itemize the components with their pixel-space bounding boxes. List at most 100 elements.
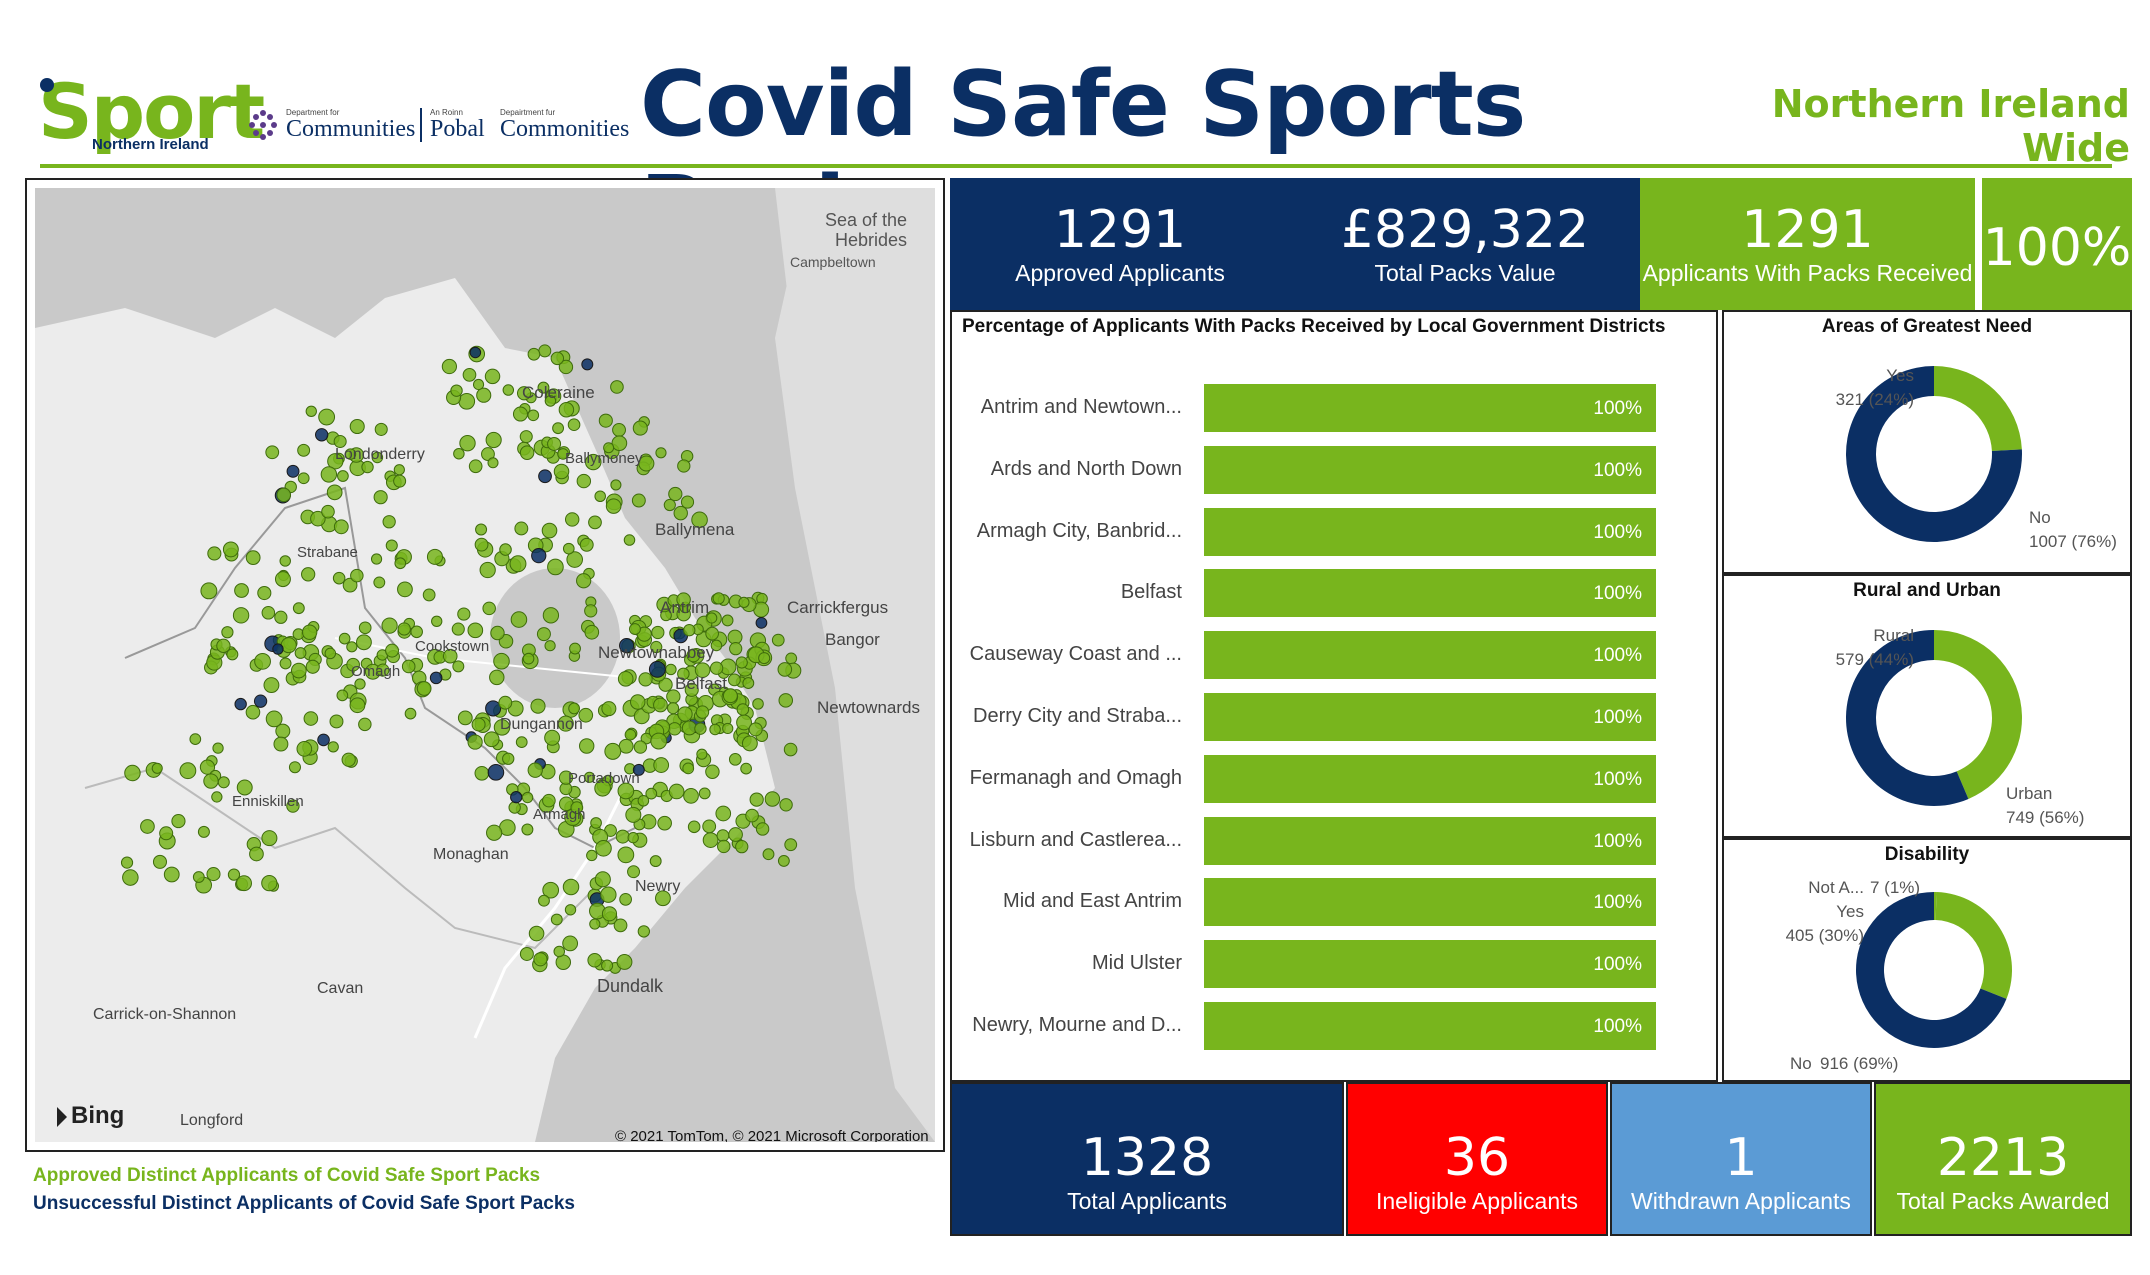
map-point-approved[interactable]: [356, 634, 372, 651]
map-point-approved[interactable]: [617, 782, 635, 800]
map-point-approved[interactable]: [254, 652, 271, 670]
map-point-approved[interactable]: [569, 642, 581, 655]
map-point-approved[interactable]: [487, 457, 499, 469]
map-point-approved[interactable]: [712, 592, 725, 605]
map-point-approved[interactable]: [600, 886, 617, 903]
map-point-approved[interactable]: [385, 539, 398, 552]
map-point-approved[interactable]: [151, 762, 163, 774]
map-point-approved[interactable]: [441, 358, 458, 375]
map-point-approved[interactable]: [471, 717, 486, 732]
map-point-approved[interactable]: [519, 445, 535, 460]
map-point-approved[interactable]: [493, 719, 511, 736]
map-point-approved[interactable]: [610, 479, 622, 491]
map-point-approved[interactable]: [633, 740, 648, 754]
map-point-approved[interactable]: [279, 555, 291, 567]
map-point-approved[interactable]: [475, 523, 488, 536]
map-point-approved[interactable]: [207, 546, 222, 561]
donut-slice-yes[interactable]: [1934, 366, 2022, 451]
map-point-approved[interactable]: [457, 710, 473, 726]
map-point-approved[interactable]: [479, 561, 496, 579]
map-visual[interactable]: Sea of the Hebrides Campbeltown Colerain…: [25, 178, 945, 1152]
map-point-unsuccessful[interactable]: [538, 469, 552, 484]
map-point-approved[interactable]: [555, 954, 572, 970]
map-point-approved[interactable]: [595, 839, 612, 857]
map-point-approved[interactable]: [245, 704, 261, 720]
bar[interactable]: [1204, 816, 1656, 865]
map-point-approved[interactable]: [232, 607, 250, 624]
map-point-approved[interactable]: [547, 558, 564, 576]
map-point-approved[interactable]: [698, 787, 711, 800]
map-point-approved[interactable]: [638, 672, 653, 687]
map-point-approved[interactable]: [627, 865, 641, 879]
donut-slice-urban[interactable]: [1846, 630, 1969, 806]
map-point-approved[interactable]: [710, 639, 723, 652]
map-point-approved[interactable]: [472, 378, 485, 391]
map-point-approved[interactable]: [206, 867, 221, 882]
map-point-approved[interactable]: [562, 878, 580, 896]
map-point-approved[interactable]: [694, 662, 711, 678]
map-point-approved[interactable]: [650, 732, 668, 750]
map-point-approved[interactable]: [735, 656, 748, 669]
map-point-approved[interactable]: [310, 510, 326, 527]
map-point-approved[interactable]: [457, 607, 471, 621]
map-point-approved[interactable]: [544, 640, 556, 652]
bar[interactable]: [1204, 507, 1656, 556]
map-point-approved[interactable]: [684, 682, 699, 697]
map-point-approved[interactable]: [613, 918, 628, 933]
map-point-approved[interactable]: [452, 660, 465, 673]
map-point-approved[interactable]: [594, 779, 611, 797]
map-point-approved[interactable]: [286, 799, 300, 813]
map-point-approved[interactable]: [584, 604, 598, 618]
map-point-approved[interactable]: [558, 770, 574, 785]
map-point-approved[interactable]: [552, 422, 565, 435]
donut-rural-urban[interactable]: [1724, 576, 2130, 836]
map-point-approved[interactable]: [764, 791, 781, 807]
map-point-approved[interactable]: [422, 588, 436, 602]
map-point-approved[interactable]: [450, 384, 463, 397]
map-point-approved[interactable]: [655, 447, 667, 459]
map-point-approved[interactable]: [249, 846, 264, 862]
map-point-approved[interactable]: [200, 582, 218, 600]
map-point-approved[interactable]: [236, 779, 253, 796]
map-point-approved[interactable]: [618, 738, 634, 754]
map-point-approved[interactable]: [468, 459, 483, 474]
map-point-approved[interactable]: [370, 553, 383, 565]
map-point-approved[interactable]: [612, 422, 626, 437]
map-point-approved[interactable]: [777, 854, 790, 867]
map-point-unsuccessful[interactable]: [648, 660, 666, 678]
map-point-approved[interactable]: [265, 445, 280, 460]
map-point-approved[interactable]: [261, 605, 276, 620]
map-point-approved[interactable]: [410, 625, 423, 639]
map-point-approved[interactable]: [538, 344, 552, 358]
map-point-approved[interactable]: [735, 840, 749, 854]
map-point-approved[interactable]: [695, 705, 710, 719]
map-point-unsuccessful[interactable]: [755, 617, 768, 629]
map-point-approved[interactable]: [305, 405, 317, 417]
map-point-approved[interactable]: [329, 714, 344, 729]
map-point-approved[interactable]: [467, 622, 484, 639]
map-point-approved[interactable]: [650, 640, 663, 654]
map-point-approved[interactable]: [705, 626, 719, 641]
map-point-approved[interactable]: [467, 734, 483, 750]
map-point-approved[interactable]: [358, 621, 372, 635]
map-point-approved[interactable]: [558, 402, 575, 418]
map-point-approved[interactable]: [159, 826, 174, 841]
map-point-approved[interactable]: [623, 534, 636, 546]
map-point-approved[interactable]: [203, 773, 219, 789]
map-point-approved[interactable]: [346, 641, 358, 653]
map-point-approved[interactable]: [598, 413, 613, 428]
map-point-approved[interactable]: [490, 625, 505, 641]
map-point-approved[interactable]: [296, 741, 313, 757]
map-point-approved[interactable]: [637, 925, 651, 938]
map-point-approved[interactable]: [279, 657, 292, 670]
map-point-approved[interactable]: [222, 541, 239, 558]
map-point-approved[interactable]: [530, 698, 546, 714]
map-point-approved[interactable]: [615, 829, 630, 844]
map-point-unsuccessful[interactable]: [487, 764, 505, 781]
map-point-approved[interactable]: [570, 801, 584, 814]
map-point-approved[interactable]: [625, 806, 642, 823]
map-point-approved[interactable]: [645, 787, 658, 800]
map-point-approved[interactable]: [762, 848, 775, 861]
map-point-approved[interactable]: [393, 464, 405, 476]
map-point-approved[interactable]: [727, 629, 743, 645]
